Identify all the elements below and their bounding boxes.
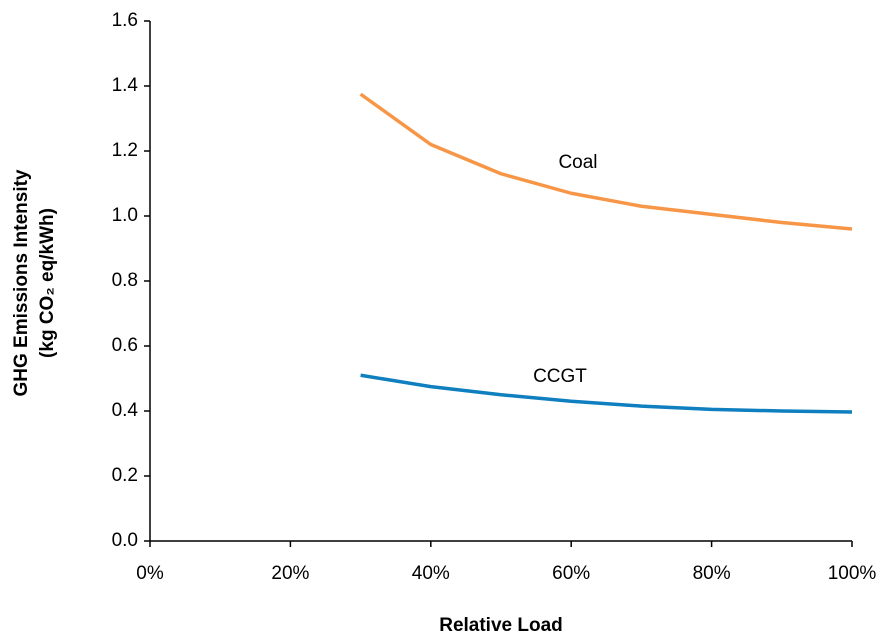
y-tick-label: 1.4 [112,75,139,96]
x-tick-label: 40% [412,563,450,584]
series-label: Coal [558,152,597,173]
x-tick-label: 60% [552,563,590,584]
y-axis-label: (kg CO₂ eq/kWh) [37,208,58,358]
y-tick-label: 1.0 [112,205,138,226]
x-axis-label: Relative Load [439,615,563,636]
x-tick-label: 20% [271,563,309,584]
series-label: CCGT [533,366,587,387]
x-tick-label: 0% [136,563,164,584]
y-tick-label: 0.6 [112,335,138,356]
y-tick-label: 0.0 [112,530,138,551]
series-line [359,92,853,231]
y-tick-label: 0.2 [112,465,138,486]
series-line [360,373,853,414]
y-tick-label: 0.4 [112,400,139,421]
x-tick-label: 100% [828,563,877,584]
y-tick-label: 1.2 [112,140,138,161]
y-tick-label: 1.6 [112,10,138,31]
x-tick-label: 80% [693,563,731,584]
y-axis-label: GHG Emissions Intensity [11,169,32,396]
y-tick-label: 0.8 [112,270,138,291]
